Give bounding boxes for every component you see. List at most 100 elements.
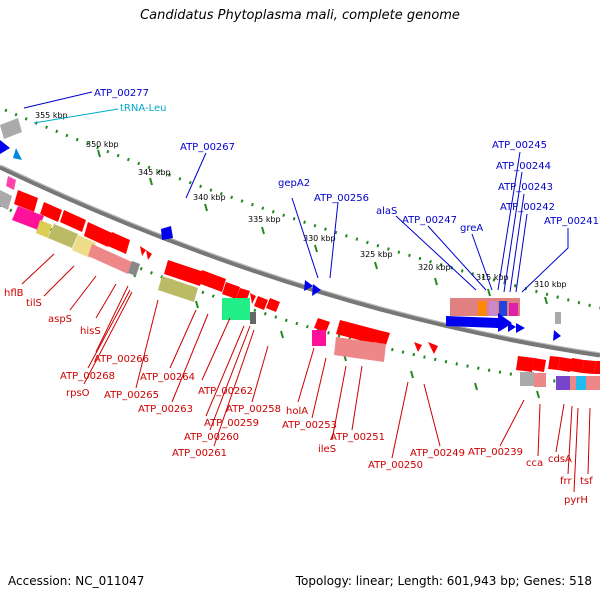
gene-arrow[interactable] [40,202,62,222]
gene-block[interactable] [312,330,326,346]
gene-label[interactable]: ATP_00251 [330,432,385,443]
gene-arrow[interactable] [548,356,560,370]
gene-arrow[interactable] [161,226,173,240]
gene-label[interactable]: ATP_00262 [198,386,253,397]
gene-block[interactable] [36,220,52,238]
gene-block[interactable] [499,301,507,316]
gene-arrow[interactable] [553,330,561,341]
gene-arrow[interactable] [336,320,378,344]
gene-label[interactable]: cca [526,458,543,469]
gene-arrow[interactable] [516,323,525,333]
gene-label[interactable]: hisS [80,326,101,337]
gene-label[interactable]: tRNA-Leu [120,103,166,114]
gene-arrow[interactable] [428,342,438,354]
gene-arrow[interactable] [582,360,596,374]
gene-block[interactable] [576,376,586,390]
gene-block[interactable] [222,298,250,320]
outer-major-tick [97,149,101,158]
gene-label[interactable]: ATP_00242 [500,202,555,213]
gene-block[interactable] [334,337,386,362]
gene-label[interactable]: greA [460,223,483,234]
gene-block[interactable] [48,224,78,248]
gene-label[interactable]: ATP_00239 [468,447,523,458]
gene-block[interactable] [12,206,44,230]
gene-block[interactable] [88,244,132,274]
gene-block[interactable] [509,303,518,316]
gene-arrow[interactable] [84,222,112,247]
gene-label[interactable]: ATP_00265 [104,390,159,401]
gene-label[interactable]: ATP_00244 [496,161,551,172]
gene-label[interactable]: tsf [580,476,593,487]
gene-block[interactable] [6,176,16,190]
gene-arrow[interactable] [374,330,390,345]
gene-arrow[interactable] [222,282,240,299]
gene-label[interactable]: ATP_00250 [368,460,423,471]
gene-arrow[interactable] [250,293,256,304]
gene-label[interactable]: ATP_00245 [492,140,547,151]
gene-label[interactable]: ATP_00258 [226,404,281,415]
gene-block[interactable] [570,376,576,390]
gene-arrow[interactable] [304,280,313,291]
gene-arrow[interactable] [198,270,226,292]
gene-label[interactable]: ileS [318,444,336,455]
gene-label[interactable]: ATP_00253 [282,420,337,431]
gene-label[interactable]: aspS [48,314,72,325]
gene-label[interactable]: ATP_00263 [138,404,193,415]
gene-arrow[interactable] [140,246,146,256]
gene-label[interactable]: ATP_00264 [140,372,195,383]
gene-label[interactable]: frr [560,476,572,487]
gene-block[interactable] [556,376,570,390]
gene-block[interactable] [555,312,561,324]
gene-label[interactable]: ATP_00247 [402,215,457,226]
gene-block[interactable] [534,373,546,387]
gene-block[interactable] [250,312,256,324]
gene-block[interactable] [478,301,486,316]
gene-block[interactable] [128,261,140,276]
gene-label[interactable]: tilS [26,298,42,309]
gene-arrow[interactable] [164,260,204,286]
gene-arrow[interactable] [314,318,330,332]
gene-label[interactable]: rpsO [66,388,90,399]
gene-label[interactable]: cdsA [548,454,572,465]
gene-label[interactable]: ATP_00256 [314,193,369,204]
gene-label[interactable]: ATP_00241 [544,216,599,227]
gene-block[interactable] [0,118,22,139]
gene-arrow[interactable] [60,210,86,232]
gene-arrow[interactable] [414,342,422,352]
gene-block[interactable] [0,190,12,210]
gene-block[interactable] [520,372,534,386]
gene-arrow[interactable] [516,356,534,372]
gene-label[interactable]: ATP_00268 [60,371,115,382]
gene-arrow[interactable] [558,357,572,372]
gene-arrow[interactable] [108,232,130,254]
gene-arrow[interactable] [570,358,584,373]
gene-arrow[interactable] [254,296,268,310]
gene-arrow[interactable] [146,250,152,260]
gene-block[interactable] [489,301,497,316]
gene-block[interactable] [586,376,600,390]
gene-label[interactable]: ATP_00261 [172,448,227,459]
gene-arrow[interactable] [312,284,321,296]
gene-arrow[interactable] [0,140,10,154]
gene-label[interactable]: ATP_00266 [94,354,149,365]
gene-arrow[interactable] [508,322,516,332]
gene-label[interactable]: ATP_00277 [94,88,149,99]
gene-arrow[interactable] [532,358,546,372]
gene-label[interactable]: pyrH [564,495,588,506]
gene-label[interactable]: hflB [4,288,24,299]
gene-label[interactable]: ATP_00260 [184,432,239,443]
gene-label[interactable]: ATP_00243 [498,182,553,193]
gene-arrow[interactable] [500,321,508,331]
gene-arrow[interactable] [266,298,280,312]
gene-label[interactable]: holA [286,406,308,417]
gene-label[interactable]: ATP_00259 [204,418,259,429]
gene-label[interactable]: ATP_00267 [180,142,235,153]
gene-label[interactable]: gepA2 [278,178,310,189]
gene-arrow[interactable] [13,148,22,160]
gene-arrow[interactable] [14,190,38,212]
gene-label[interactable]: ATP_00249 [410,448,465,459]
gene-block[interactable] [158,276,198,302]
gene-arrow[interactable] [446,313,512,332]
gene-arrow[interactable] [594,361,600,374]
gene-label[interactable]: alaS [376,206,397,217]
